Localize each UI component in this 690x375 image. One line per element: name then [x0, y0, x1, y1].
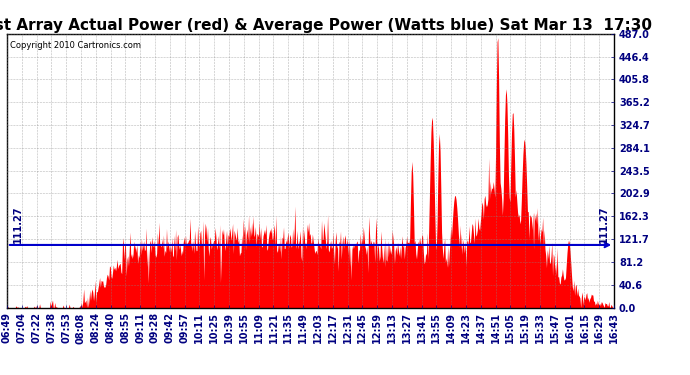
- Text: 111.27: 111.27: [13, 205, 23, 243]
- Text: Copyright 2010 Cartronics.com: Copyright 2010 Cartronics.com: [10, 40, 141, 50]
- Text: 111.27: 111.27: [599, 205, 609, 243]
- Title: West Array Actual Power (red) & Average Power (Watts blue) Sat Mar 13  17:30: West Array Actual Power (red) & Average …: [0, 18, 653, 33]
